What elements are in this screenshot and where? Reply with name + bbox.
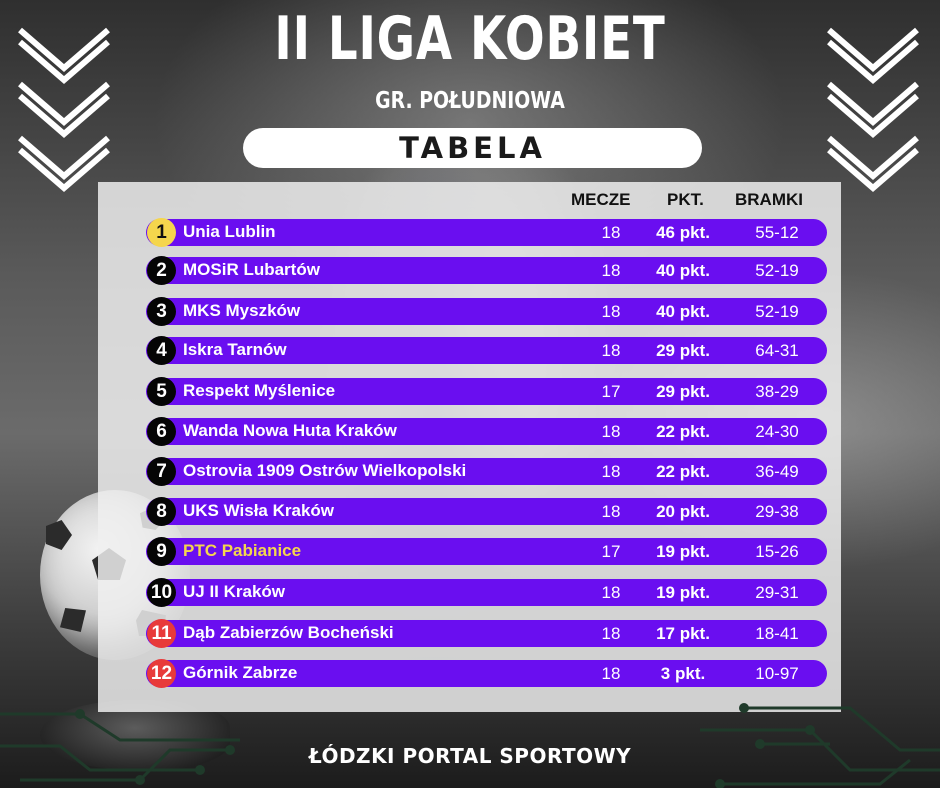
rank-badge: 11 bbox=[147, 619, 176, 648]
matches-value: 17 bbox=[601, 542, 621, 561]
footer-brand: ŁÓDZKI PORTAL SPORTOWY bbox=[308, 744, 632, 768]
table-row: 4 Iskra Tarnów 18 29 pkt. 64-31 bbox=[146, 336, 827, 365]
rank-badge: 6 bbox=[147, 417, 176, 446]
matches-value: 18 bbox=[601, 223, 621, 242]
matches-value: 18 bbox=[601, 341, 621, 360]
matches-value: 18 bbox=[601, 422, 621, 441]
points-value: 40 pkt. bbox=[656, 261, 710, 280]
rank-badge: 7 bbox=[147, 457, 176, 486]
table-row: 10 UJ II Kraków 18 19 pkt. 29-31 bbox=[146, 578, 827, 607]
rank-badge: 10 bbox=[147, 578, 176, 607]
page-title: II LIGA KOBIET bbox=[274, 4, 666, 74]
matches-value: 18 bbox=[601, 261, 621, 280]
points-value: 29 pkt. bbox=[656, 341, 710, 360]
column-header-bramki: BRAMKI bbox=[735, 190, 803, 209]
matches-value: 18 bbox=[601, 664, 621, 683]
matches-value: 18 bbox=[601, 502, 621, 521]
team-name: UJ II Kraków bbox=[183, 582, 286, 601]
table-row: 8 UKS Wisła Kraków 18 20 pkt. 29-38 bbox=[146, 497, 827, 526]
matches-value: 18 bbox=[601, 583, 621, 602]
goals-value: 15-26 bbox=[755, 542, 799, 561]
table-row: 5 Respekt Myślenice 17 29 pkt. 38-29 bbox=[146, 377, 827, 406]
team-name: MKS Myszków bbox=[183, 301, 301, 320]
section-banner: TABELA bbox=[243, 128, 702, 168]
matches-value: 18 bbox=[601, 462, 621, 481]
goals-value: 18-41 bbox=[755, 624, 799, 643]
points-value: 20 pkt. bbox=[656, 502, 710, 521]
table-row: 3 MKS Myszków 18 40 pkt. 52-19 bbox=[146, 297, 827, 326]
column-header-mecze: MECZE bbox=[571, 190, 631, 209]
points-value: 46 pkt. bbox=[656, 223, 710, 242]
goals-value: 64-31 bbox=[755, 341, 799, 360]
goals-value: 52-19 bbox=[755, 302, 799, 321]
section-title: TABELA bbox=[399, 131, 546, 165]
points-value: 19 pkt. bbox=[656, 583, 710, 602]
goals-value: 36-49 bbox=[755, 462, 799, 481]
circuit-lines-right bbox=[700, 703, 940, 788]
rank-badge: 12 bbox=[147, 659, 176, 688]
column-header-pkt: PKT. bbox=[667, 190, 704, 209]
team-name: Unia Lublin bbox=[183, 222, 276, 241]
rank-badge: 3 bbox=[147, 297, 176, 326]
points-value: 22 pkt. bbox=[656, 462, 710, 481]
rank-badge: 5 bbox=[147, 377, 176, 406]
matches-value: 17 bbox=[601, 382, 621, 401]
team-name: PTC Pabianice bbox=[183, 541, 302, 560]
matches-value: 18 bbox=[601, 302, 621, 321]
goals-value: 55-12 bbox=[755, 223, 799, 242]
table-row: 1 Unia Lublin 18 46 pkt. 55-12 bbox=[146, 218, 827, 247]
goals-value: 52-19 bbox=[755, 261, 799, 280]
points-value: 29 pkt. bbox=[656, 382, 710, 401]
table-row: 11 Dąb Zabierzów Bocheński 18 17 pkt. 18-41 bbox=[146, 619, 827, 648]
rank-badge: 4 bbox=[147, 336, 176, 365]
points-value: 40 pkt. bbox=[656, 302, 710, 321]
team-name: Iskra Tarnów bbox=[183, 340, 287, 359]
team-name: Dąb Zabierzów Bocheński bbox=[183, 623, 394, 642]
chevron-down-icon bbox=[827, 27, 919, 192]
goals-value: 24-30 bbox=[755, 422, 799, 441]
goals-value: 29-38 bbox=[755, 502, 799, 521]
table-row: 7 Ostrovia 1909 Ostrów Wielkopolski 18 22 p… bbox=[146, 457, 827, 486]
goals-value: 38-29 bbox=[755, 382, 799, 401]
points-value: 19 pkt. bbox=[656, 542, 710, 561]
team-name: Górnik Zabrze bbox=[183, 663, 298, 682]
points-value: 22 pkt. bbox=[656, 422, 710, 441]
matches-value: 18 bbox=[601, 624, 621, 643]
team-name: UKS Wisła Kraków bbox=[183, 501, 334, 520]
team-name: Wanda Nowa Huta Kraków bbox=[183, 421, 397, 440]
team-name: MOSiR Lubartów bbox=[183, 260, 320, 279]
rank-badge: 2 bbox=[147, 256, 176, 285]
chevron-down-icon bbox=[18, 27, 110, 192]
table-row: 6 Wanda Nowa Huta Kraków 18 22 pkt. 24-30 bbox=[146, 417, 827, 446]
team-name: Ostrovia 1909 Ostrów Wielkopolski bbox=[183, 461, 467, 480]
points-value: 17 pkt. bbox=[656, 624, 710, 643]
rank-badge: 9 bbox=[147, 537, 176, 566]
goals-value: 10-97 bbox=[755, 664, 799, 683]
rank-badge: 8 bbox=[147, 497, 176, 526]
goals-value: 29-31 bbox=[755, 583, 799, 602]
table-row: 12 Górnik Zabrze 18 3 pkt. 10-97 bbox=[146, 659, 827, 688]
points-value: 3 pkt. bbox=[660, 664, 706, 683]
rank-badge: 1 bbox=[147, 218, 176, 247]
circuit-lines-left bbox=[0, 709, 240, 785]
team-name: Respekt Myślenice bbox=[183, 381, 336, 400]
table-row: 9 PTC Pabianice 17 19 pkt. 15-26 bbox=[146, 537, 827, 566]
page-subtitle: GR. POŁUDNIOWA bbox=[375, 88, 565, 114]
table-row: 2 MOSiR Lubartów 18 40 pkt. 52-19 bbox=[146, 256, 827, 285]
